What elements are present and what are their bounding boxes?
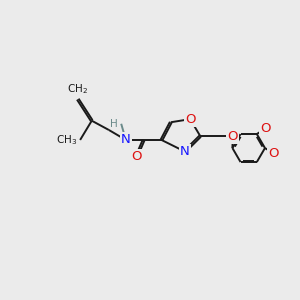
Text: CH$_3$: CH$_3$ <box>56 133 77 147</box>
Text: O: O <box>268 147 279 160</box>
Text: O: O <box>131 150 142 163</box>
Text: O: O <box>228 130 238 142</box>
Text: CH$_2$: CH$_2$ <box>67 82 88 96</box>
Text: N: N <box>121 134 131 146</box>
Text: H: H <box>110 119 118 129</box>
Text: N: N <box>180 145 190 158</box>
Text: O: O <box>185 113 195 126</box>
Text: O: O <box>260 122 271 135</box>
